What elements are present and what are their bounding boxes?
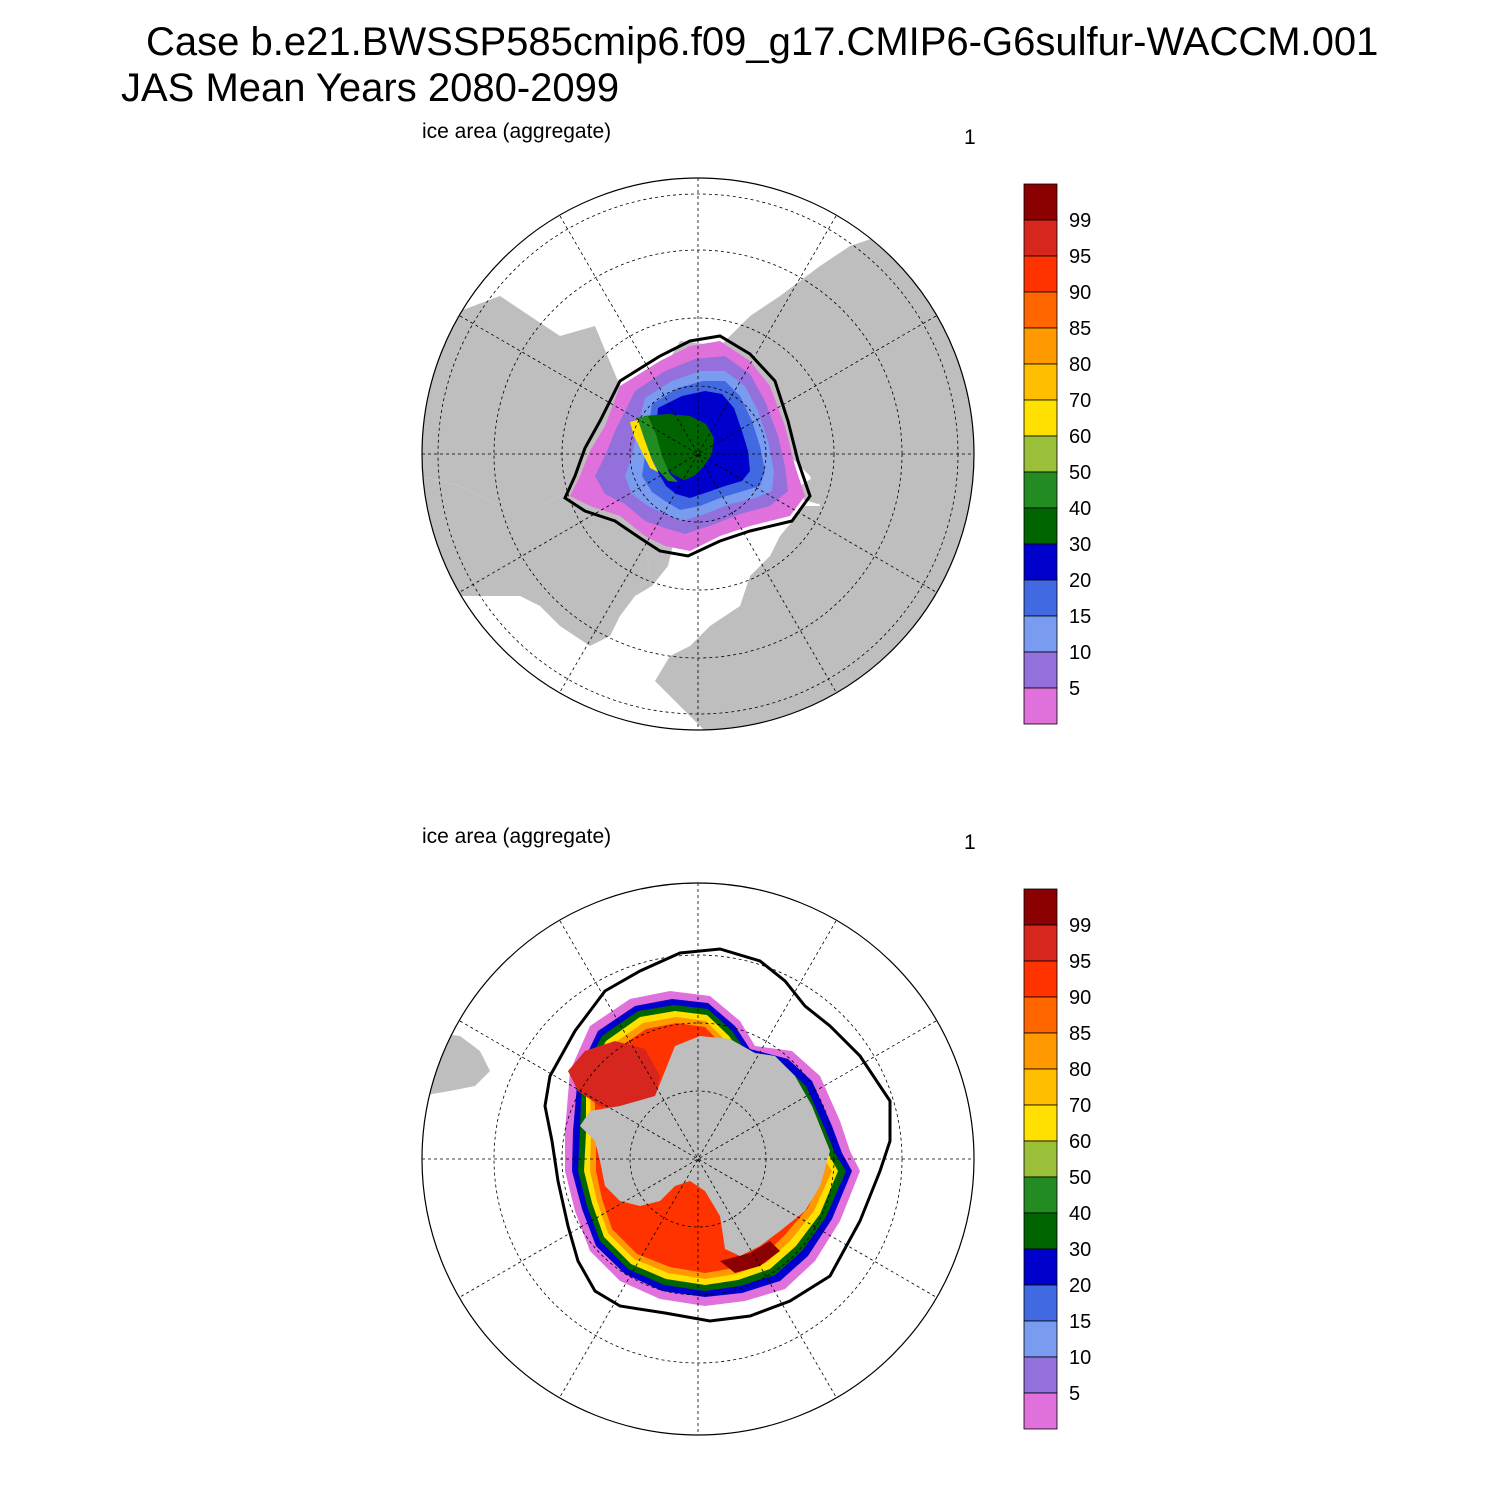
colorbar-south-label: 95: [1069, 951, 1091, 973]
colorbar-south-label: 10: [1069, 1347, 1091, 1369]
colorbar-north-label: 99: [1069, 210, 1091, 232]
colorbar-south-swatch: [1023, 1104, 1058, 1142]
colorbar-south-label: 30: [1069, 1239, 1091, 1261]
colorbar-north-label: 40: [1069, 498, 1091, 520]
colorbar-south-swatch: [1023, 1248, 1058, 1286]
colorbar-north-label: 10: [1069, 642, 1091, 664]
ice-band-99-ross: [720, 1241, 780, 1273]
colorbar-south-label: 80: [1069, 1059, 1091, 1081]
colorbar-south-label: 20: [1069, 1275, 1091, 1297]
colorbar-south-label: 85: [1069, 1023, 1091, 1045]
colorbar-north-swatch: [1023, 471, 1058, 509]
colorbar-north-swatch: [1023, 579, 1058, 617]
colorbar-north-label: 85: [1069, 318, 1091, 340]
colorbar-south-label: 5: [1069, 1383, 1080, 1405]
panel-north-label: ice area (aggregate): [422, 120, 612, 143]
colorbar-north-label: 50: [1069, 462, 1091, 484]
colorbar-south-swatch: [1023, 996, 1058, 1034]
colorbar-north-swatch: [1023, 327, 1058, 365]
figure-title-line2: JAS Mean Years 2080-2099: [121, 66, 620, 110]
colorbar-north-label: 95: [1069, 246, 1091, 268]
colorbar-north-swatch: [1023, 687, 1058, 725]
ice-edge-contour: [543, 947, 892, 1323]
colorbar-north-swatch: [1023, 615, 1058, 653]
colorbar-north-swatch: [1023, 183, 1058, 221]
colorbar-north-label: 60: [1069, 426, 1091, 448]
colorbar-south-swatch: [1023, 1392, 1058, 1430]
colorbar-south-swatch: [1023, 960, 1058, 998]
colorbar-north-swatch: [1023, 651, 1058, 689]
land-north-america: [422, 476, 650, 646]
colorbar-south-swatch: [1023, 1068, 1058, 1106]
colorbar-north-swatch: [1023, 435, 1058, 473]
ice-band-40: [644, 414, 714, 480]
colorbar-south-swatch: [1023, 1320, 1058, 1358]
arctic-polar-map: [421, 177, 975, 731]
colorbar-north-label: 80: [1069, 354, 1091, 376]
colorbar-south-label: 90: [1069, 987, 1091, 1009]
colorbar-north-label: 70: [1069, 390, 1091, 412]
colorbar-north-label: 30: [1069, 534, 1091, 556]
colorbar-north-swatch: [1023, 255, 1058, 293]
colorbar-south-swatch: [1023, 1032, 1058, 1070]
colorbar-south-swatch: [1023, 1176, 1058, 1214]
colorbar-north-label: 20: [1069, 570, 1091, 592]
panel-south-label: ice area (aggregate): [422, 825, 612, 848]
colorbar-north-label: 5: [1069, 678, 1080, 700]
colorbar-south-swatch: [1023, 1212, 1058, 1250]
ice-band-50: [636, 416, 678, 482]
colorbar-south-label: 15: [1069, 1311, 1091, 1333]
colorbar-south-swatch: [1023, 1140, 1058, 1178]
antarctic-polar-map: [421, 882, 975, 1436]
colorbar-south-swatch: [1023, 1284, 1058, 1322]
colorbar-north-swatch: [1023, 543, 1058, 581]
colorbar-north-label: 90: [1069, 282, 1091, 304]
colorbar-south-label: 70: [1069, 1095, 1091, 1117]
panel-north-number: 1: [964, 126, 976, 149]
colorbar-north: 99 95 90 85 80 70 60 50 40 30 20 15 10 5: [1023, 183, 1091, 725]
colorbar-north-swatch: [1023, 507, 1058, 545]
colorbar-north-label: 15: [1069, 606, 1091, 628]
colorbar-south-label: 40: [1069, 1203, 1091, 1225]
land-eurasia: [422, 236, 974, 730]
colorbar-south: 99 95 90 85 80 70 60 50 40 30 20 15 10 5: [1023, 888, 1091, 1430]
colorbar-north-swatch: [1023, 363, 1058, 401]
ice-edge-contour: [563, 334, 812, 558]
colorbar-north-swatch: [1023, 399, 1058, 437]
land-antarctica: [580, 1036, 830, 1256]
colorbar-north-swatch: [1023, 291, 1058, 329]
colorbar-north-swatch: [1023, 219, 1058, 257]
panel-south-number: 1: [964, 831, 976, 854]
colorbar-south-swatch: [1023, 888, 1058, 926]
colorbar-south-swatch: [1023, 924, 1058, 962]
colorbar-south-label: 50: [1069, 1167, 1091, 1189]
colorbar-south-label: 60: [1069, 1131, 1091, 1153]
colorbar-south-label: 99: [1069, 915, 1091, 937]
ice-band-60: [630, 420, 658, 472]
figure-title-line1: Case b.e21.BWSSP585cmip6.f09_g17.CMIP6-G…: [146, 20, 1379, 64]
ice-band-95: [568, 1041, 660, 1111]
colorbar-south-swatch: [1023, 1356, 1058, 1394]
